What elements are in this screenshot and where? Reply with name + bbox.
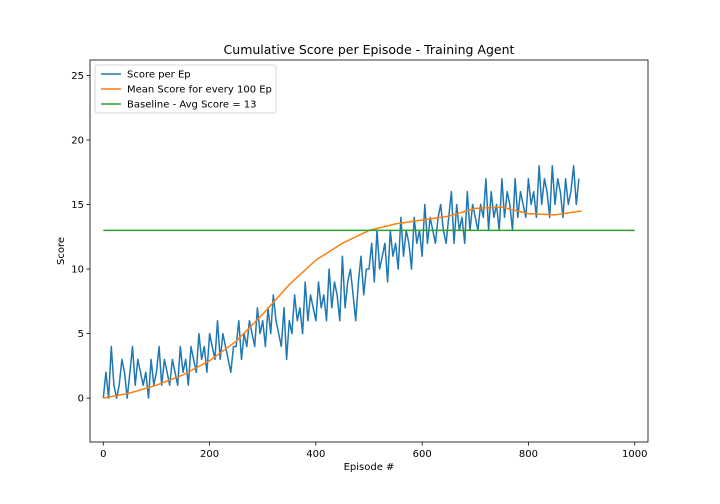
legend-label-score: Score per Ep [127, 70, 191, 81]
x-tick-label: 600 [413, 449, 432, 460]
x-axis-label: Episode # [344, 462, 395, 473]
y-tick-label: 25 [71, 71, 84, 82]
x-tick-label: 800 [519, 449, 538, 460]
legend-box [94, 64, 277, 114]
score-per-episode-line [102, 165, 580, 399]
x-tick-label: 1000 [622, 449, 647, 460]
y-axis-label: Score [56, 237, 67, 265]
y-tick-label: 15 [71, 200, 84, 211]
x-axis-ticks: 0 200 400 600 800 1000 [100, 442, 647, 460]
x-tick-label: 200 [200, 449, 219, 460]
legend-label-baseline: Baseline - Avg Score = 13 [127, 100, 257, 111]
legend-label-mean: Mean Score for every 100 Ep [127, 85, 272, 96]
plot-area [90, 60, 648, 442]
y-axis-ticks: 0 5 10 15 20 25 [71, 71, 90, 405]
y-tick-label: 5 [78, 329, 84, 340]
x-tick-label: 400 [306, 449, 325, 460]
y-tick-label: 0 [78, 394, 84, 405]
chart-title: Cumulative Score per Episode - Training … [224, 42, 515, 57]
y-tick-label: 20 [71, 136, 84, 147]
mean-score-line [103, 206, 582, 399]
plot-frame [89, 59, 649, 443]
y-tick-label: 10 [71, 265, 84, 276]
legend: Score per Ep Mean Score for every 100 Ep… [94, 64, 277, 114]
x-tick-label: 0 [100, 449, 106, 460]
series-layer [102, 165, 635, 399]
